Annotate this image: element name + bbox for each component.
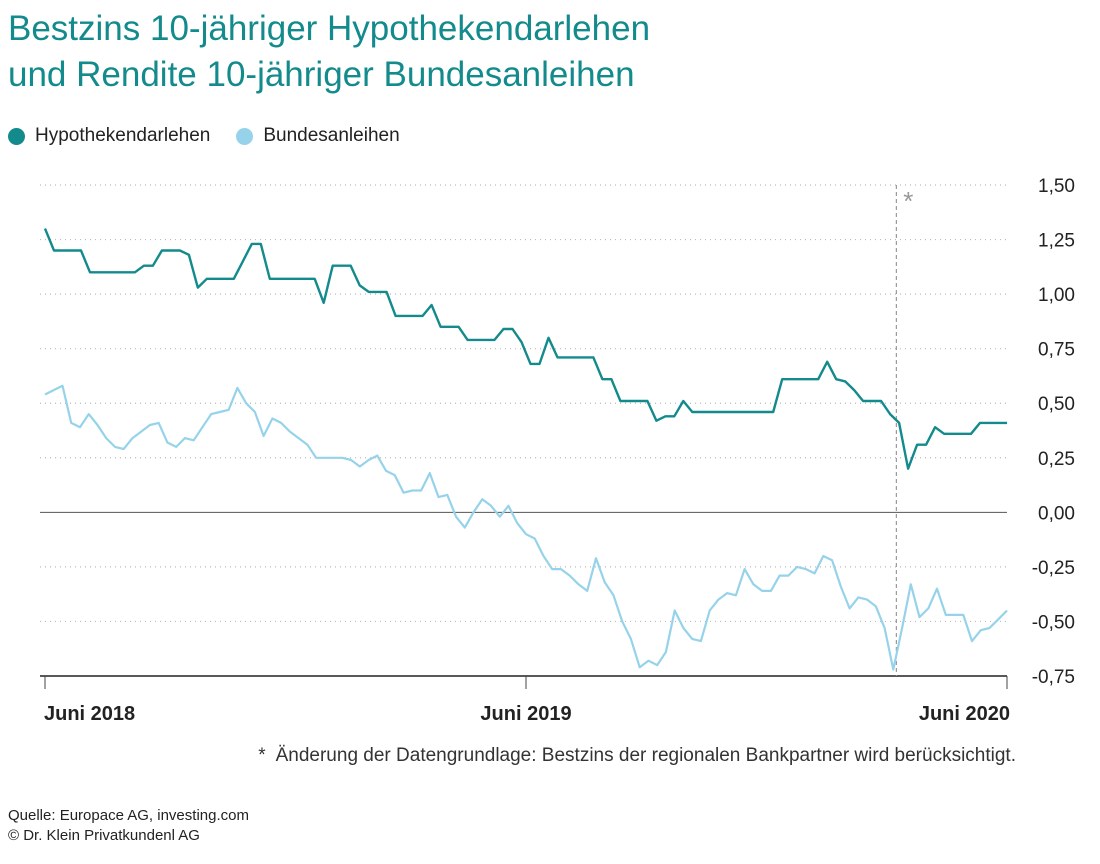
chart-title: Bestzins 10-jähriger Hypothekendarlehen …	[8, 6, 1008, 98]
y-tick-label: 1,00	[1038, 285, 1075, 306]
y-tick-label: 0,50	[1038, 394, 1075, 415]
legend: Hypothekendarlehen Bundesanleihen	[8, 124, 426, 148]
y-tick-label: -0,75	[1032, 667, 1075, 688]
x-tick-label: Juni 2018	[44, 703, 135, 725]
source-line: Quelle: Europace AG, investing.com	[8, 807, 249, 824]
y-tick-label: -0,25	[1032, 558, 1075, 579]
chart-title-line-1: Bestzins 10-jähriger Hypothekendarlehen	[8, 9, 651, 48]
chart-title-line-2: und Rendite 10-jähriger Bundesanleihen	[8, 55, 635, 94]
legend-label-hypothekendarlehen: Hypothekendarlehen	[35, 125, 211, 146]
y-tick-label: 0,25	[1038, 449, 1075, 470]
series-line-hypothekendarlehen	[43, 228, 1007, 470]
annotation-marker: *	[903, 186, 913, 216]
y-tick-label: 1,50	[1038, 176, 1075, 197]
legend-label-bundesanleihen: Bundesanleihen	[263, 125, 400, 146]
x-tick-label: Juni 2020	[919, 703, 1010, 725]
x-tick-label: Juni 2019	[480, 703, 571, 725]
y-tick-label: 0,00	[1038, 503, 1075, 524]
legend-dot-hypothekendarlehen-icon	[8, 127, 25, 145]
legend-item-bundesanleihen: Bundesanleihen	[236, 125, 400, 147]
legend-dot-bundesanleihen-icon	[236, 127, 254, 145]
copyright-line: © Dr. Klein Privatkundenl AG	[8, 827, 200, 844]
source-credit: Quelle: Europace AG, investing.com © Dr.…	[8, 806, 249, 846]
y-tick-label: -0,50	[1032, 612, 1075, 633]
footnote-text: Änderung der Datengrundlage: Bestzins de…	[275, 745, 1016, 766]
series-line-bundesanleihen	[44, 384, 1008, 671]
legend-item-hypothekendarlehen: Hypothekendarlehen	[8, 125, 210, 147]
footnote: * Änderung der Datengrundlage: Bestzins d…	[258, 745, 1016, 767]
y-tick-label: 0,75	[1038, 340, 1075, 361]
y-tick-label: 1,25	[1038, 231, 1075, 252]
footnote-marker: *	[258, 745, 266, 766]
